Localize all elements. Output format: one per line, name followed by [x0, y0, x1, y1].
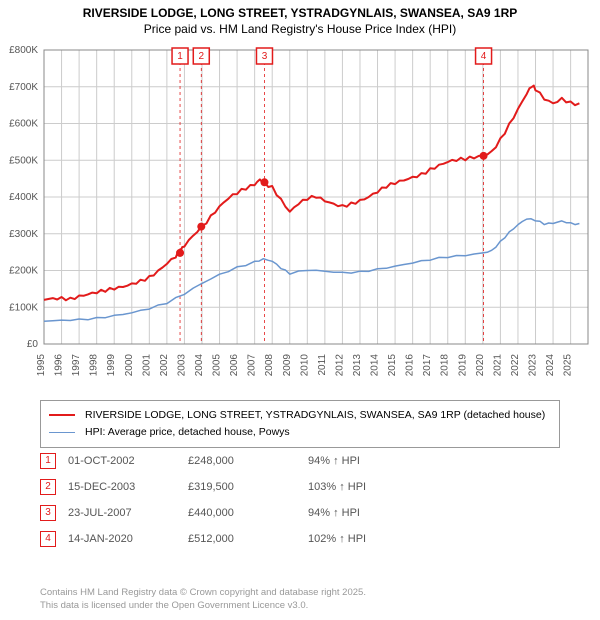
svg-text:2: 2: [199, 51, 205, 62]
sales-table: 1 01-OCT-2002£248,00094% ↑ HPI 2 15-DEC-200…: [40, 448, 378, 552]
svg-text:1996: 1996: [54, 354, 65, 377]
legend: RIVERSIDE LODGE, LONG STREET, YSTRADGYNL…: [40, 400, 560, 448]
svg-text:£400K: £400K: [9, 192, 38, 203]
svg-text:£600K: £600K: [9, 119, 38, 130]
svg-text:1999: 1999: [106, 354, 117, 377]
svg-text:2021: 2021: [492, 354, 503, 377]
attribution-line: This data is licensed under the Open Gov…: [40, 600, 366, 612]
table-row: 2 15-DEC-2003£319,500103% ↑ HPI: [40, 474, 378, 500]
svg-text:2025: 2025: [563, 354, 574, 377]
svg-text:2013: 2013: [352, 354, 363, 377]
svg-text:2003: 2003: [176, 354, 187, 377]
legend-swatch: [49, 432, 75, 433]
svg-text:2004: 2004: [194, 354, 205, 377]
svg-text:1997: 1997: [71, 354, 82, 377]
svg-text:£500K: £500K: [9, 155, 38, 166]
sale-marker-icon: 2: [40, 479, 56, 495]
svg-text:2024: 2024: [545, 354, 556, 377]
legend-swatch: [49, 414, 75, 416]
svg-text:£100K: £100K: [9, 302, 38, 313]
sale-price: £248,000: [188, 448, 308, 474]
sale-pct: 94% ↑ HPI: [308, 500, 378, 526]
legend-label: RIVERSIDE LODGE, LONG STREET, YSTRADGYNL…: [85, 407, 545, 424]
svg-text:4: 4: [481, 51, 487, 62]
sale-marker-icon: 3: [40, 505, 56, 521]
svg-text:2002: 2002: [159, 354, 170, 377]
svg-text:2019: 2019: [457, 354, 468, 377]
svg-text:2017: 2017: [422, 354, 433, 377]
svg-text:2006: 2006: [229, 354, 240, 377]
svg-text:2008: 2008: [264, 354, 275, 377]
svg-text:2012: 2012: [334, 354, 345, 377]
svg-text:1995: 1995: [36, 354, 47, 377]
sale-pct: 94% ↑ HPI: [308, 448, 378, 474]
svg-text:£700K: £700K: [9, 82, 38, 93]
svg-text:1998: 1998: [89, 354, 100, 377]
chart-title-line2: Price paid vs. HM Land Registry's House …: [0, 22, 600, 40]
svg-text:2018: 2018: [440, 354, 451, 377]
svg-text:2015: 2015: [387, 354, 398, 377]
svg-text:2023: 2023: [528, 354, 539, 377]
svg-text:£800K: £800K: [9, 45, 38, 56]
svg-text:2011: 2011: [317, 354, 328, 376]
svg-text:2007: 2007: [247, 354, 258, 377]
svg-text:£0: £0: [27, 339, 39, 350]
sale-pct: 102% ↑ HPI: [308, 526, 378, 552]
chart-area: £0 £100K £200K £300K £400K £500K £600K £700K £80…: [0, 42, 600, 390]
svg-text:£200K: £200K: [9, 266, 38, 277]
svg-text:2016: 2016: [405, 354, 416, 377]
svg-text:2020: 2020: [475, 354, 486, 377]
sale-date: 23-JUL-2007: [68, 500, 188, 526]
sale-pct: 103% ↑ HPI: [308, 474, 378, 500]
svg-text:3: 3: [262, 51, 268, 62]
svg-text:2022: 2022: [510, 354, 521, 377]
sale-price: £440,000: [188, 500, 308, 526]
attribution: Contains HM Land Registry data © Crown c…: [40, 587, 366, 612]
table-row: 3 23-JUL-2007£440,00094% ↑ HPI: [40, 500, 378, 526]
attribution-line: Contains HM Land Registry data © Crown c…: [40, 587, 366, 599]
svg-text:£300K: £300K: [9, 229, 38, 240]
sale-date: 15-DEC-2003: [68, 474, 188, 500]
sale-date: 14-JAN-2020: [68, 526, 188, 552]
legend-item-hpi: HPI: Average price, detached house, Powy…: [49, 424, 551, 441]
table-row: 4 14-JAN-2020£512,000102% ↑ HPI: [40, 526, 378, 552]
svg-text:2009: 2009: [282, 354, 293, 377]
svg-text:2000: 2000: [124, 354, 135, 377]
svg-text:2001: 2001: [141, 354, 152, 377]
sale-price: £319,500: [188, 474, 308, 500]
svg-text:2014: 2014: [370, 354, 381, 377]
chart-title-line1: RIVERSIDE LODGE, LONG STREET, YSTRADGYNL…: [0, 0, 600, 22]
table-row: 1 01-OCT-2002£248,00094% ↑ HPI: [40, 448, 378, 474]
svg-text:1: 1: [177, 51, 183, 62]
sale-date: 01-OCT-2002: [68, 448, 188, 474]
sale-marker-icon: 1: [40, 453, 56, 469]
svg-text:2005: 2005: [212, 354, 223, 377]
sale-price: £512,000: [188, 526, 308, 552]
sale-marker-icon: 4: [40, 531, 56, 547]
svg-text:2010: 2010: [299, 354, 310, 377]
line-chart: £0 £100K £200K £300K £400K £500K £600K £700K £80…: [0, 42, 600, 390]
legend-label: HPI: Average price, detached house, Powy…: [85, 424, 290, 441]
legend-item-price-paid: RIVERSIDE LODGE, LONG STREET, YSTRADGYNL…: [49, 407, 551, 424]
